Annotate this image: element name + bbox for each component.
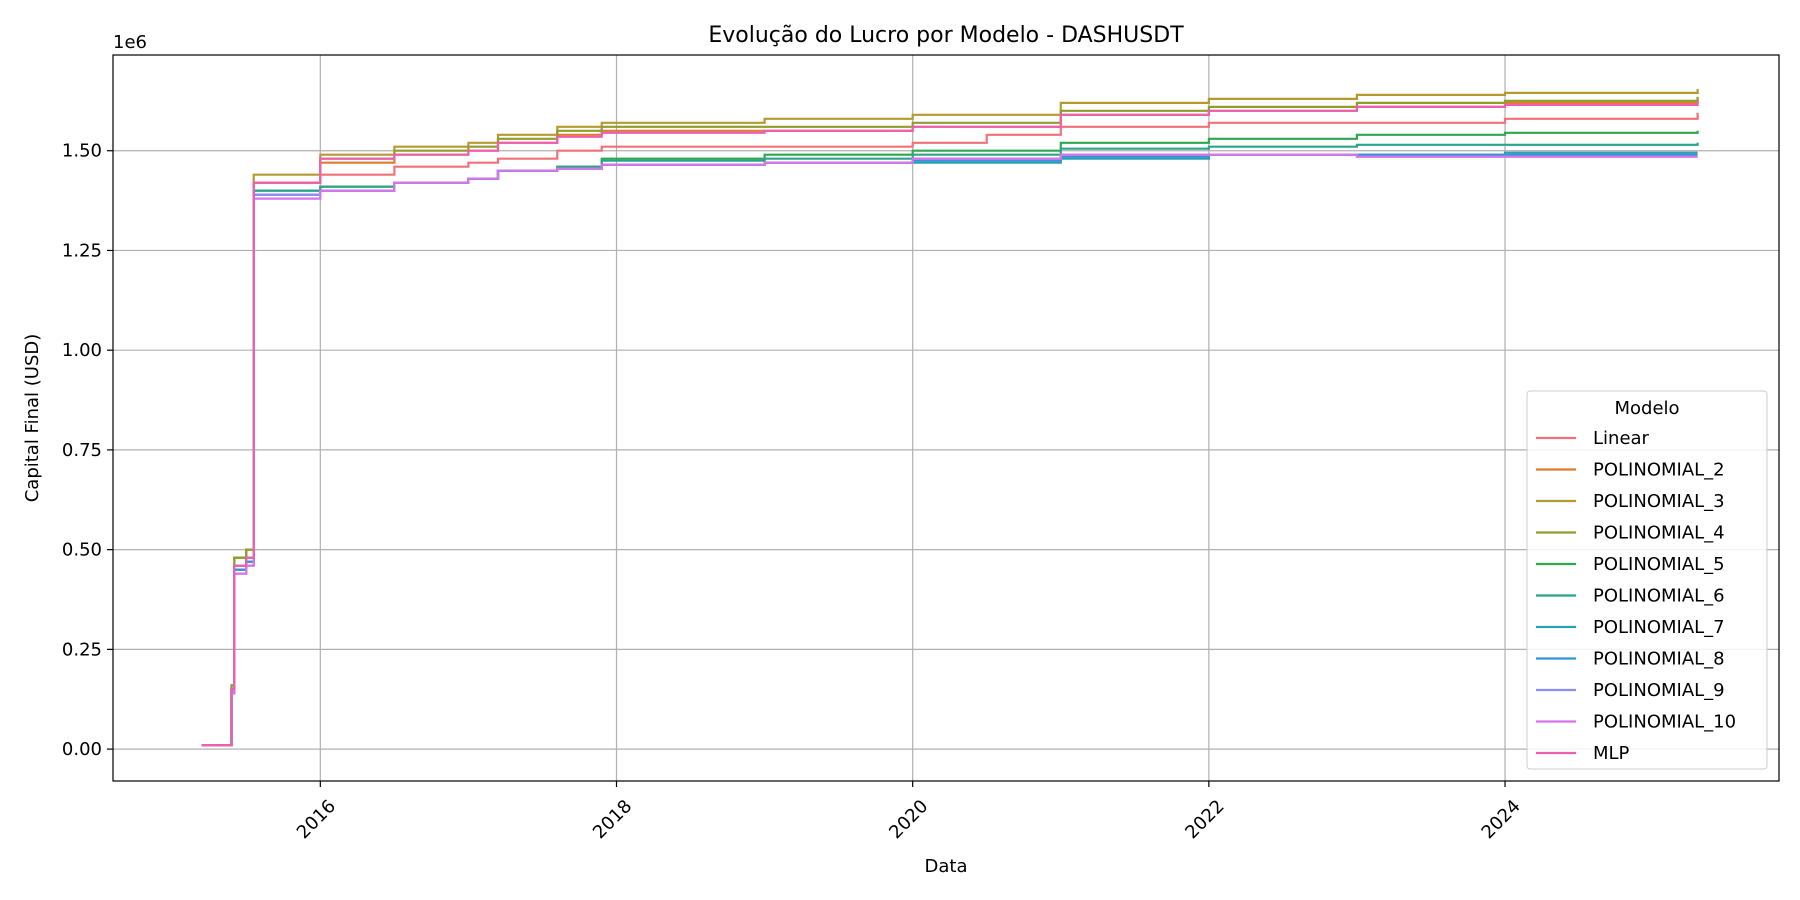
legend-label: POLINOMIAL_10 xyxy=(1593,712,1736,733)
legend-label: POLINOMIAL_3 xyxy=(1593,491,1725,512)
legend-label: Linear xyxy=(1593,428,1650,449)
series-line-polinomial-10 xyxy=(201,153,1698,747)
legend-label: POLINOMIAL_6 xyxy=(1593,586,1725,607)
x-axis-label: Data xyxy=(925,856,968,877)
series-line-polinomial-4 xyxy=(201,96,1699,747)
y-tick-label: 0.75 xyxy=(62,440,102,461)
y-tick-label: 1.25 xyxy=(62,240,102,261)
y-tick-label: 0.25 xyxy=(62,639,102,660)
y-tick-label: 0.50 xyxy=(62,540,102,561)
legend-label: POLINOMIAL_5 xyxy=(1593,554,1725,575)
series-line-mlp xyxy=(201,100,1699,747)
legend-title: Modelo xyxy=(1614,398,1679,419)
y-tick-label: 1.00 xyxy=(62,340,102,361)
legend-entries: Linear POLINOMIAL_2 POLINOMIAL_3 POLINOMIAL… xyxy=(1536,428,1736,764)
grid-layer xyxy=(113,55,1779,781)
legend-label: POLINOMIAL_2 xyxy=(1593,460,1725,481)
legend-box xyxy=(1526,390,1768,770)
chart-title: Evolução do Lucro por Modelo - DASHUSDT xyxy=(708,23,1184,48)
legend-label: POLINOMIAL_8 xyxy=(1593,649,1725,670)
legend-label: POLINOMIAL_4 xyxy=(1593,523,1725,544)
y-tick-label: 1.50 xyxy=(62,141,102,162)
y-offset-label: 1e6 xyxy=(113,32,147,53)
legend-label: POLINOMIAL_9 xyxy=(1593,680,1725,701)
legend-label: POLINOMIAL_7 xyxy=(1593,617,1725,638)
legend-label: MLP xyxy=(1593,743,1630,764)
y-tick-label: 0.00 xyxy=(62,739,102,760)
series-layer xyxy=(201,88,1699,747)
plot-frame xyxy=(112,54,1780,782)
legend: Modelo Linear POLINOMIAL_2 POLINOMIAL_3 POL… xyxy=(1526,390,1768,770)
y-axis-label: Capital Final (USD) xyxy=(22,334,43,503)
